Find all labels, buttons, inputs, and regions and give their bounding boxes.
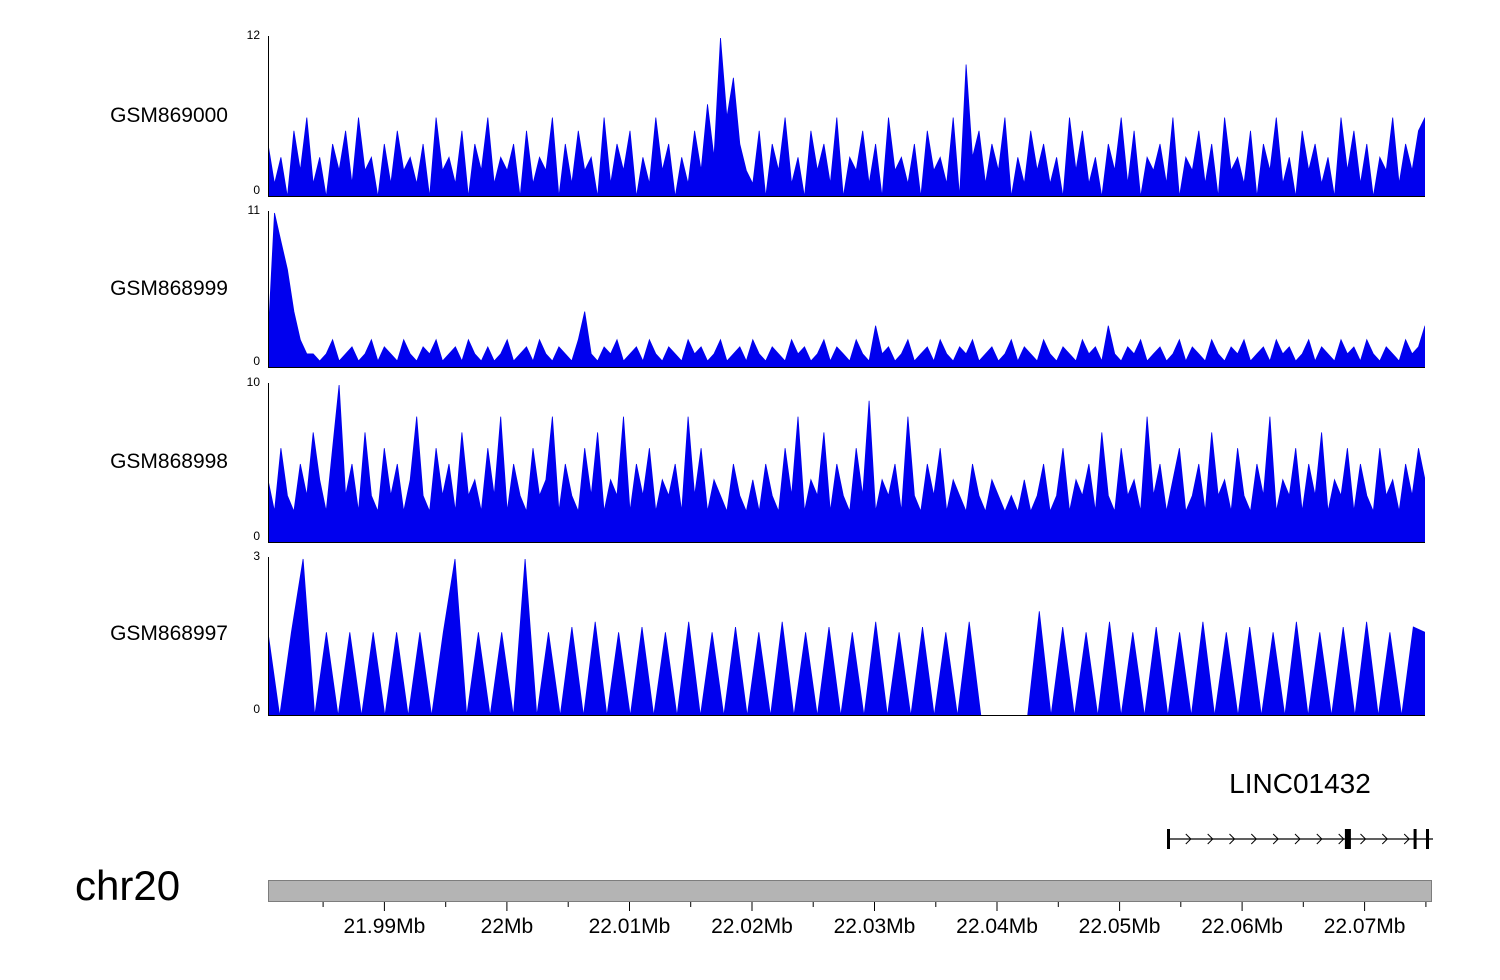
y-min-label: 0 <box>253 702 260 716</box>
coverage-plot-gsm869000 <box>268 36 1425 197</box>
strand-arrow-icon <box>1381 833 1389 845</box>
strand-arrow-icon <box>1360 833 1367 845</box>
coverage-plot-gsm868997 <box>268 557 1425 716</box>
track-label-gsm869000: GSM869000 <box>110 104 228 127</box>
x-axis-tick-label: 22.03Mb <box>833 915 916 938</box>
coverage-polygon <box>268 212 1425 368</box>
y-min-label: 0 <box>253 183 260 197</box>
gene-model-svg <box>1167 829 1433 849</box>
x-axis-tick-label: 22.06Mb <box>1201 915 1283 938</box>
gene-exon <box>1344 829 1351 849</box>
y-max-label: 10 <box>246 375 260 389</box>
x-axis-tick-label: 21.99Mb <box>343 915 426 938</box>
strand-arrow-icon <box>1403 833 1410 845</box>
track-label-gsm868997: GSM868997 <box>110 622 228 645</box>
axis-ticks-svg <box>322 902 1427 911</box>
strand-arrow-icon <box>1338 833 1345 845</box>
genome-axis-labels: 21.99Mb 22Mb 22.01Mb 22.02Mb 22.03Mb 22.04Mb 2… <box>0 915 1500 945</box>
strand-arrow-icon <box>1316 833 1323 845</box>
coverage-polygon <box>268 558 1425 716</box>
chromosome-ideogram <box>268 880 1432 902</box>
gene-exon <box>1167 829 1170 849</box>
coverage-area <box>268 383 1425 543</box>
coverage-area <box>268 557 1425 716</box>
y-max-label: 3 <box>253 549 260 563</box>
x-axis-tick-label: 22.01Mb <box>588 915 671 938</box>
x-axis-tick-label: 22.04Mb <box>956 915 1038 938</box>
genome-axis-ruler <box>268 902 1432 915</box>
gene-name-label: LINC01432 <box>1229 768 1371 799</box>
strand-arrow-icon <box>1250 833 1258 845</box>
x-axis-tick-label: 22.05Mb <box>1078 915 1161 938</box>
strand-arrow-icon <box>1207 833 1214 845</box>
coverage-area <box>268 211 1425 368</box>
strand-arrow-icon <box>1294 833 1301 845</box>
gene-exon <box>1426 829 1429 849</box>
gene-exon <box>1413 829 1417 849</box>
y-max-label: 12 <box>246 28 260 42</box>
coverage-plot-gsm868998 <box>268 383 1425 543</box>
x-axis-tick-label: 22.02Mb <box>711 915 793 938</box>
coverage-polygon <box>268 384 1425 543</box>
x-axis-tick-label: 22.07Mb <box>1323 915 1406 938</box>
coverage-polygon <box>268 37 1425 197</box>
strand-arrow-icon <box>1229 833 1236 845</box>
strand-arrow-icon <box>1272 833 1279 845</box>
strand-arrow-icon <box>1185 833 1192 845</box>
y-max-label: 11 <box>247 203 260 217</box>
y-min-label: 0 <box>253 354 260 368</box>
gene-model <box>1165 824 1435 854</box>
x-axis-tick-label: 22Mb <box>480 915 534 938</box>
track-label-gsm868998: GSM868998 <box>110 450 228 473</box>
coverage-area <box>268 36 1425 197</box>
coverage-plot-gsm868999 <box>268 211 1425 368</box>
chromosome-label: chr20 <box>75 862 181 909</box>
y-min-label: 0 <box>253 529 260 543</box>
track-label-gsm868999: GSM868999 <box>110 277 228 300</box>
